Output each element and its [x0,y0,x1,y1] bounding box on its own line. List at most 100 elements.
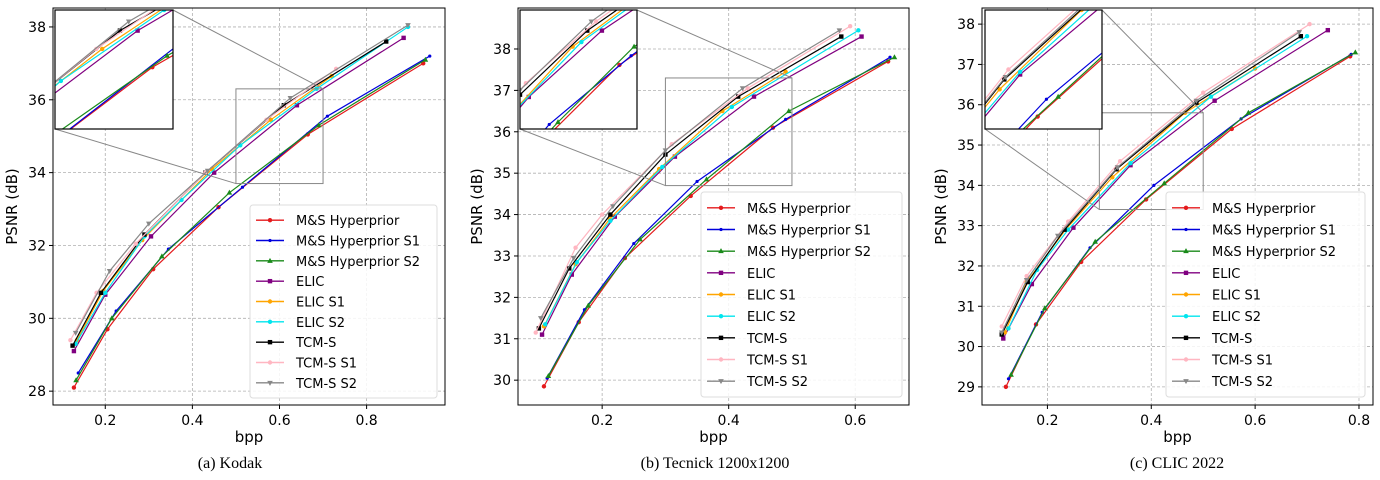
series-line [520,10,618,96]
y-tick-label: 36 [957,98,975,114]
legend-label: ELIC S2 [1212,310,1261,325]
legend-label: TCM-S S2 [295,377,357,392]
legend-label: TCM-S [1211,332,1252,347]
data-point [911,268,915,272]
data-point [1017,72,1023,77]
data-point [146,221,152,227]
legend-item: M&S Hyperprior [1172,202,1316,217]
legend-item: ELIC S2 [256,316,345,331]
y-tick-label: 32 [957,259,975,275]
data-point [494,186,500,191]
inset-background [55,10,173,129]
data-point [610,204,616,210]
legend-label: TCM-S S1 [1211,354,1273,369]
data-point [520,92,523,97]
data-point [735,94,741,99]
data-point [1006,67,1011,72]
y-tick-label: 37 [493,83,511,99]
y-tick-label: 30 [493,373,511,389]
data-point [148,234,154,239]
data-point [567,266,572,271]
legend-label: M&S Hyperprior S2 [296,255,420,270]
data-point [12,113,16,117]
data-point [593,19,599,24]
data-point [891,54,898,60]
data-point [913,201,917,205]
legend-label: ELIC S1 [1212,289,1261,304]
series-line [520,10,634,109]
inset-series-elic [985,10,1099,118]
legend: M&S Hyperprior M&S Hyperprior S1 M&S Hyper… [249,204,438,399]
inset-connector [54,128,237,185]
legend-marker [1183,379,1189,385]
data-point [98,290,104,296]
series-line [985,10,1080,104]
inset-series-m-s-hyperprior-s2 [61,51,173,129]
data-point [739,86,746,92]
legend-label: M&S Hyperprior S2 [1212,245,1336,260]
data-point [68,337,73,343]
y-axis-label: PSNR (dB) [3,168,21,245]
legend-marker [718,379,724,385]
panel-caption: (c) CLIC 2022 [1130,455,1224,472]
data-point [945,152,949,156]
data-point [1024,273,1029,279]
x-tick-label: 0.2 [1036,413,1058,429]
legend-label: ELIC S2 [296,316,345,331]
y-tick-label: 34 [493,208,511,224]
data-point [944,152,948,156]
chart-panel-2: 0.2 0.4 0.6 30 31 32 33 34 35 36 37 38 bpp PSNR (dB) M… [438,7,910,472]
data-point [836,28,843,34]
data-point [100,46,105,52]
legend-item: ELIC [707,267,775,282]
data-point [438,278,442,282]
legend-marker [1183,270,1189,276]
legend-label: M&S Hyperprior S1 [747,224,871,239]
zoom-region-rect [1098,112,1204,211]
data-point [135,28,140,33]
legend-item: M&S Hyperprior S2 [256,255,420,270]
x-tick-label: 0.4 [718,413,740,429]
data-point [1201,90,1206,95]
legend-item: TCM-S S1 [707,354,808,369]
x-axis-label: bpp [235,428,264,446]
y-axis-label: PSNR (dB) [468,168,486,245]
legend-item: ELIC S2 [1172,310,1261,325]
legend-marker [267,360,273,365]
legend-marker [267,299,273,304]
series-line [73,62,424,388]
data-point [1352,49,1359,55]
data-point [512,108,516,112]
data-point [1029,281,1035,287]
legend-item: M&S Hyperprior [256,214,400,229]
series-line [73,37,404,352]
legend-item: M&S Hyperprior S2 [1172,245,1336,260]
series-line [546,56,891,379]
data-point [921,247,927,252]
legend-label: TCM-S [295,336,336,351]
legend-marker [267,257,273,263]
data-point [1152,183,1156,187]
data-point [1017,69,1023,75]
data-point [240,185,245,189]
legend-marker [268,238,272,243]
data-point [1193,98,1200,104]
data-point [695,179,699,184]
legend-label: M&S Hyperprior [296,214,400,229]
data-point [1296,30,1303,36]
legend-label: TCM-S S1 [295,357,357,372]
legend-item: M&S Hyperprior S1 [1172,224,1336,239]
data-point [1208,94,1214,99]
data-point [599,28,605,33]
data-point [1001,336,1006,341]
data-point [533,330,538,335]
y-tick-label: 30 [957,340,975,356]
data-point [1298,34,1304,39]
legend-item: ELIC S1 [256,296,345,311]
data-point [1212,98,1217,103]
chart-panel-1: 0.2 0.4 0.6 0.8 28 30 32 34 36 38 bpp PSNR (dB) M&S … [3,7,446,472]
x-tick-label: 0.2 [94,413,116,429]
inset-series-tcm-s [944,10,1082,156]
data-point [1055,93,1061,99]
data-point [515,106,519,110]
